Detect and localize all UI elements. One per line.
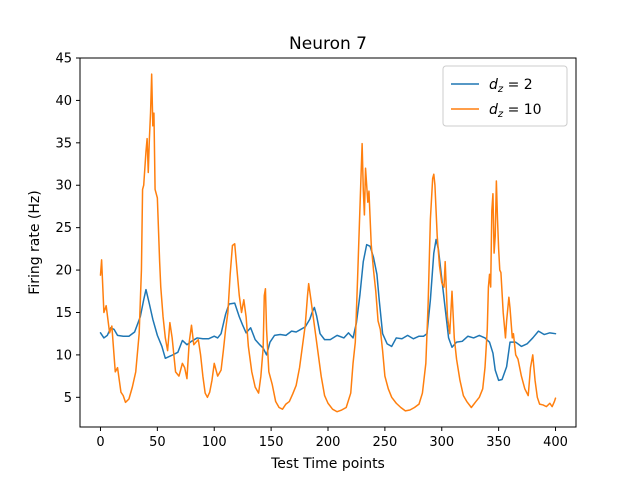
x-tick-label: 50 [149, 435, 166, 450]
y-axis: 5 10 15 20 25 30 35 40 45 [55, 52, 80, 406]
legend-label-1: dz = 2 [489, 77, 533, 95]
legend-box [442, 65, 568, 127]
x-axis: 0 50 100 150 200 250 300 350 400 [96, 427, 568, 450]
y-axis-title: Firing rate (Hz) [27, 190, 43, 294]
series-line-2 [99, 73, 557, 413]
legend-label-2: dz = 10 [489, 102, 542, 120]
x-tick-label: 400 [543, 435, 568, 450]
y-tick-label: 35 [55, 136, 72, 151]
y-tick-label: 30 [55, 179, 72, 194]
series-lines [99, 73, 557, 413]
x-tick-label: 0 [96, 435, 104, 450]
x-tick-label: 300 [429, 435, 454, 450]
y-tick-label: 45 [55, 52, 72, 67]
chart-title: Neuron 7 [289, 34, 367, 54]
y-tick-label: 10 [55, 348, 72, 363]
x-axis-title: Test Time points [270, 456, 385, 472]
x-tick-label: 250 [372, 435, 397, 450]
y-tick-label: 15 [55, 306, 72, 321]
y-tick-label: 20 [55, 264, 72, 279]
y-tick-label: 40 [55, 94, 72, 109]
legend: dz = 2 dz = 10 [442, 65, 568, 127]
y-tick-label: 5 [64, 391, 72, 406]
x-tick-label: 150 [259, 435, 284, 450]
x-tick-label: 100 [202, 435, 227, 450]
y-tick-label: 25 [55, 221, 72, 236]
x-tick-label: 200 [316, 435, 341, 450]
x-tick-label: 350 [486, 435, 511, 450]
